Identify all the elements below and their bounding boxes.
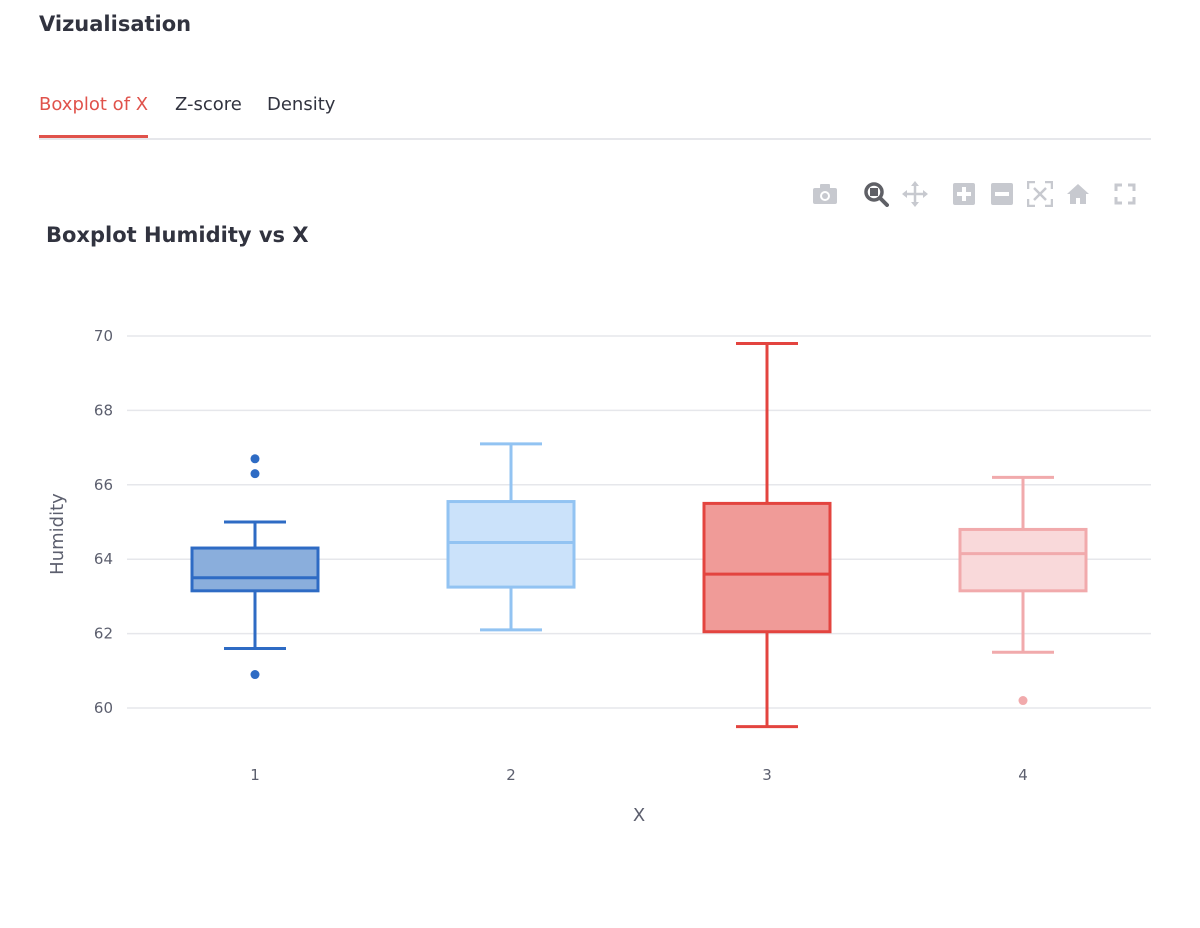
outlier-point bbox=[250, 454, 260, 464]
tab-density[interactable]: Density bbox=[267, 94, 336, 115]
home-icon[interactable] bbox=[1064, 178, 1092, 210]
zoom-in-icon[interactable] bbox=[950, 178, 978, 210]
y-tick-label: 64 bbox=[94, 550, 113, 568]
autoscale-icon[interactable] bbox=[1026, 178, 1054, 210]
chart-title: Boxplot Humidity vs X bbox=[46, 223, 309, 247]
iqr-box bbox=[702, 501, 832, 634]
camera-icon[interactable] bbox=[811, 178, 839, 210]
x-tick-label: 4 bbox=[1018, 766, 1028, 784]
tab-bar: Boxplot of X Z-score Density bbox=[39, 88, 1151, 140]
iqr-box bbox=[190, 546, 320, 593]
zoom-out-icon[interactable] bbox=[988, 178, 1016, 210]
x-tick-label: 2 bbox=[506, 766, 516, 784]
y-tick-label: 70 bbox=[94, 327, 113, 345]
tab-boxplot[interactable]: Boxplot of X bbox=[39, 92, 149, 138]
y-axis-label: Humidity bbox=[47, 493, 68, 575]
pan-icon[interactable] bbox=[901, 178, 929, 210]
section-title: Vizualisation bbox=[39, 12, 192, 36]
fullscreen-icon[interactable] bbox=[1111, 178, 1139, 210]
iqr-box bbox=[958, 527, 1088, 593]
x-tick-label: 3 bbox=[762, 766, 772, 784]
box-3 bbox=[702, 341, 832, 729]
box-2 bbox=[446, 442, 576, 632]
iqr-box bbox=[446, 500, 576, 589]
x-tick-label: 1 bbox=[250, 766, 260, 784]
box-1 bbox=[190, 454, 320, 680]
y-tick-label: 62 bbox=[94, 625, 113, 643]
x-axis-label: X bbox=[633, 805, 645, 826]
tab-z-score[interactable]: Z-score bbox=[175, 94, 242, 115]
y-tick-label: 66 bbox=[94, 476, 113, 494]
y-tick-label: 60 bbox=[94, 699, 113, 717]
outlier-point bbox=[250, 469, 260, 479]
y-axis-ticks: 60 62 64 66 68 70 bbox=[94, 327, 113, 717]
outlier-point bbox=[1018, 696, 1028, 706]
box-series bbox=[190, 341, 1088, 729]
box-4 bbox=[958, 475, 1088, 706]
zoom-icon[interactable] bbox=[862, 178, 890, 210]
outlier-point bbox=[250, 670, 260, 680]
y-tick-label: 68 bbox=[94, 401, 113, 419]
x-axis-ticks: 1 2 3 4 bbox=[250, 766, 1028, 784]
